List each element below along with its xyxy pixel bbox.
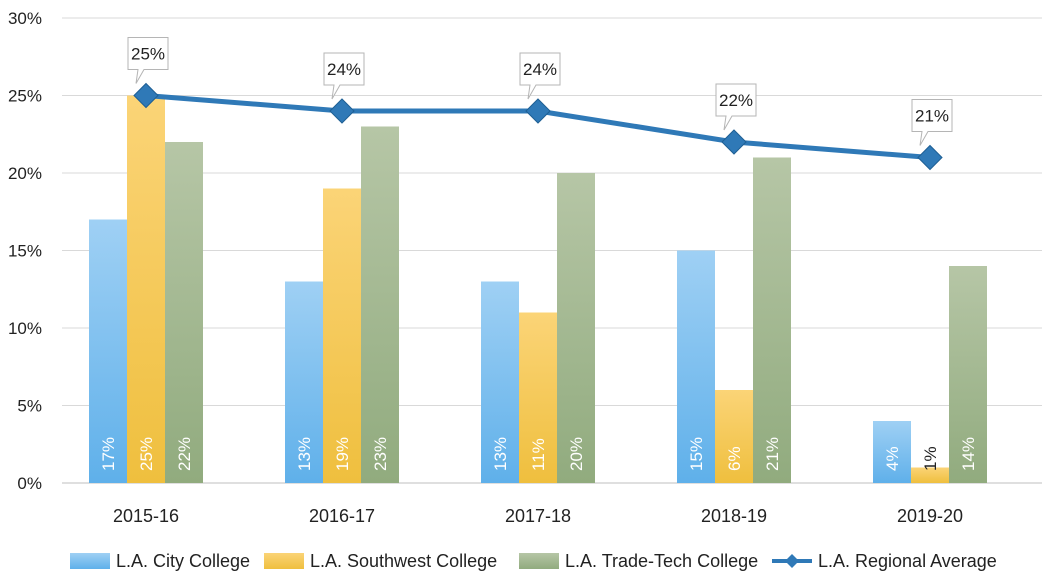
- legend-swatch: [70, 553, 110, 569]
- x-tick-label: 2017-18: [505, 506, 571, 526]
- bar-data-label: 17%: [99, 437, 118, 471]
- bar-data-label: 25%: [137, 437, 156, 471]
- bar-data-label: 13%: [295, 437, 314, 471]
- bar-data-label: 1%: [921, 446, 940, 471]
- bar-l-a-city-college-2017-18: [481, 281, 519, 483]
- line-callout: [911, 99, 953, 146]
- line-marker: [525, 98, 551, 124]
- bar-l-a-city-college-2018-19: [677, 250, 715, 483]
- line-callout: [519, 52, 561, 100]
- line-marker: [917, 144, 943, 171]
- bar-l-a-trade-tech-college-2016-17: [361, 126, 399, 483]
- bar-data-label: 11%: [529, 438, 548, 471]
- y-tick-label: 30%: [8, 9, 42, 28]
- line-callout: [127, 37, 169, 84]
- bar-l-a-trade-tech-college-2019-20: [949, 266, 987, 483]
- bar-l-a-trade-tech-college-2015-16: [165, 142, 203, 483]
- line-data-label: 24%: [327, 60, 361, 79]
- legend-label: L.A. Trade-Tech College: [565, 551, 758, 571]
- bar-data-label: 19%: [333, 437, 352, 471]
- regional-average-line: 25% 24% 24% 22% 21%: [127, 37, 953, 171]
- line-callout: [323, 52, 365, 100]
- bar-data-label: 15%: [687, 437, 706, 471]
- bar-l-a-city-college-2016-17: [285, 281, 323, 483]
- bar-l-a-southwest-college-2015-16: [127, 95, 165, 483]
- line-data-label: 22%: [719, 91, 753, 110]
- y-tick-label: 15%: [8, 242, 42, 261]
- x-axis: 2015-16 2016-17 2017-18 2018-19 2019-20: [113, 506, 963, 526]
- y-tick-label: 25%: [8, 87, 42, 106]
- line-data-label: 25%: [131, 45, 165, 64]
- legend-item-l-a-southwest-college: L.A. Southwest College: [264, 551, 497, 571]
- bar-l-a-southwest-college-2017-18: [519, 312, 557, 483]
- legend-swatch: [519, 553, 559, 569]
- bar-data-label: 22%: [175, 437, 194, 471]
- y-tick-label: 10%: [8, 319, 42, 338]
- bar-data-label: 13%: [491, 437, 510, 471]
- line-marker: [329, 98, 355, 124]
- bars: 17% 25% 22% 13% 19% 23% 13% 11% 20% 15% 6% 21% 4% 1% 1…: [89, 95, 987, 483]
- legend-item-l-a-city-college: L.A. City College: [70, 551, 250, 571]
- legend-marker: [785, 554, 799, 568]
- legend: L.A. City College L.A. Southwest College L…: [70, 551, 997, 571]
- line-marker: [133, 82, 159, 109]
- bar-data-label: 14%: [959, 437, 978, 471]
- legend-item-l-a-regional-average: L.A. Regional Average: [772, 551, 997, 571]
- bar-l-a-southwest-college-2019-20: [911, 467, 949, 483]
- y-tick-label: 20%: [8, 164, 42, 183]
- line-data-label: 21%: [915, 107, 949, 126]
- x-tick-label: 2016-17: [309, 506, 375, 526]
- x-tick-label: 2019-20: [897, 506, 963, 526]
- bar-data-label: 23%: [371, 437, 390, 471]
- bar-l-a-city-college-2019-20: [873, 421, 911, 483]
- line-marker: [721, 129, 747, 155]
- legend-label: L.A. Southwest College: [310, 551, 497, 571]
- legend-swatch: [264, 553, 304, 569]
- x-tick-label: 2018-19: [701, 506, 767, 526]
- line-callout: [715, 83, 757, 131]
- y-tick-label: 0%: [17, 474, 42, 493]
- legend-item-l-a-trade-tech-college: L.A. Trade-Tech College: [519, 551, 758, 571]
- bar-data-label: 4%: [883, 446, 902, 471]
- line-data-label: 24%: [523, 60, 557, 79]
- bar-data-label: 20%: [567, 437, 586, 471]
- x-tick-label: 2015-16: [113, 506, 179, 526]
- bar-data-label: 6%: [725, 446, 744, 471]
- bar-l-a-southwest-college-2016-17: [323, 188, 361, 483]
- bar-l-a-southwest-college-2018-19: [715, 390, 753, 483]
- y-tick-label: 5%: [17, 397, 42, 416]
- y-axis: 0% 5% 10% 15% 20% 25% 30%: [8, 9, 42, 493]
- bar-l-a-city-college-2015-16: [89, 219, 127, 483]
- legend-label: L.A. City College: [116, 551, 250, 571]
- bar-data-label: 21%: [763, 437, 782, 471]
- bar-l-a-trade-tech-college-2017-18: [557, 173, 595, 483]
- legend-label: L.A. Regional Average: [818, 551, 997, 571]
- bar-l-a-trade-tech-college-2018-19: [753, 157, 791, 483]
